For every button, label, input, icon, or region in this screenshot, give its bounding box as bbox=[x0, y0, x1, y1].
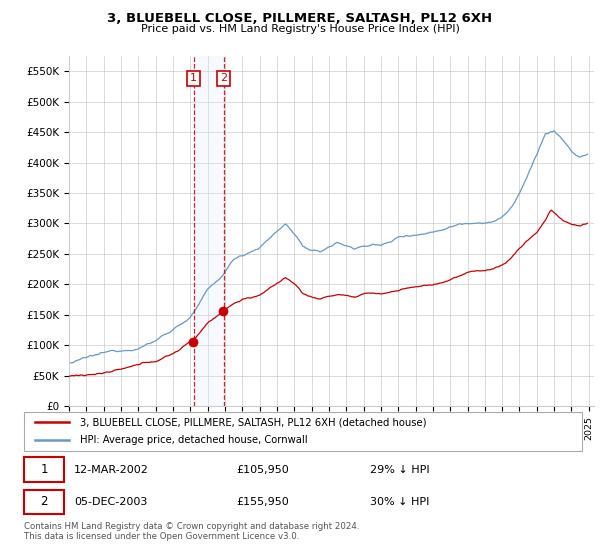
Text: 1: 1 bbox=[40, 463, 48, 476]
FancyBboxPatch shape bbox=[24, 412, 582, 451]
Text: 30% ↓ HPI: 30% ↓ HPI bbox=[370, 497, 430, 507]
Text: Contains HM Land Registry data © Crown copyright and database right 2024.
This d: Contains HM Land Registry data © Crown c… bbox=[24, 522, 359, 542]
Text: £155,950: £155,950 bbox=[236, 497, 289, 507]
Text: HPI: Average price, detached house, Cornwall: HPI: Average price, detached house, Corn… bbox=[80, 435, 307, 445]
Text: 1: 1 bbox=[190, 73, 197, 83]
Text: Price paid vs. HM Land Registry's House Price Index (HPI): Price paid vs. HM Land Registry's House … bbox=[140, 24, 460, 34]
Text: £105,950: £105,950 bbox=[236, 465, 289, 475]
Text: 2: 2 bbox=[40, 496, 48, 508]
Text: 29% ↓ HPI: 29% ↓ HPI bbox=[370, 465, 430, 475]
Text: 12-MAR-2002: 12-MAR-2002 bbox=[74, 465, 149, 475]
Text: 05-DEC-2003: 05-DEC-2003 bbox=[74, 497, 148, 507]
Bar bbox=[194, 56, 224, 406]
Text: 3, BLUEBELL CLOSE, PILLMERE, SALTASH, PL12 6XH: 3, BLUEBELL CLOSE, PILLMERE, SALTASH, PL… bbox=[107, 12, 493, 25]
FancyBboxPatch shape bbox=[24, 489, 64, 514]
Text: 2: 2 bbox=[220, 73, 227, 83]
FancyBboxPatch shape bbox=[24, 458, 64, 482]
Text: 3, BLUEBELL CLOSE, PILLMERE, SALTASH, PL12 6XH (detached house): 3, BLUEBELL CLOSE, PILLMERE, SALTASH, PL… bbox=[80, 417, 426, 427]
